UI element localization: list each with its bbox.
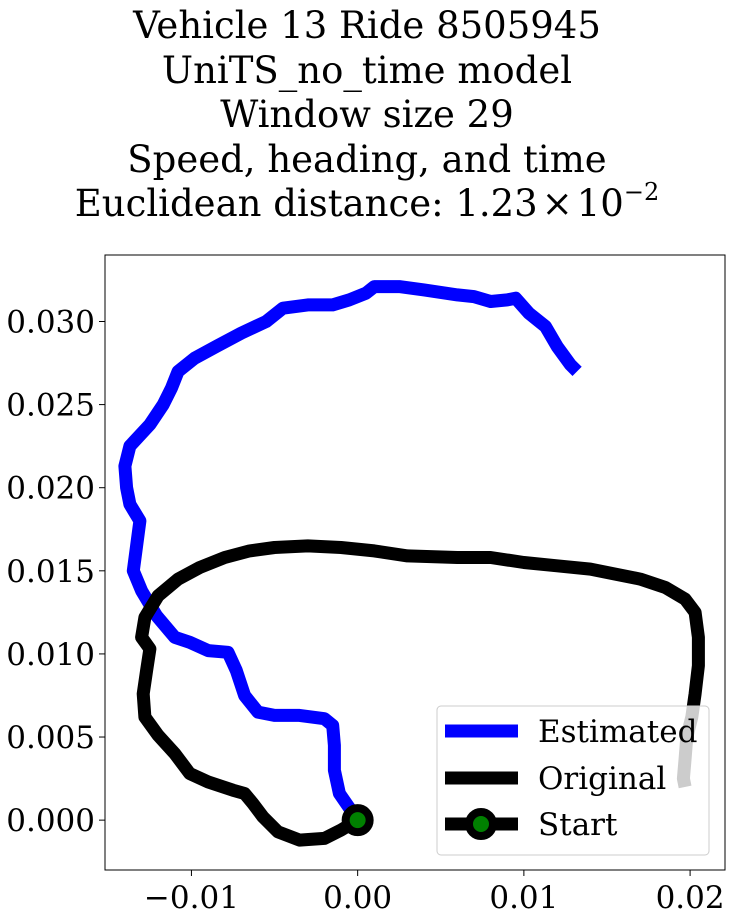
y-tick-label: 0.000 — [6, 803, 95, 839]
title-line-1: Vehicle 13 Ride 8505945 — [133, 4, 601, 47]
legend-label-start: Start — [538, 807, 618, 843]
y-tick-label: 0.010 — [6, 637, 95, 673]
legend-marker-start — [465, 808, 497, 840]
x-tick-label: −0.01 — [144, 880, 239, 916]
chart-title: Vehicle 13 Ride 8505945 UniTS_no_time mo… — [0, 4, 734, 227]
x-tick-label: 0.02 — [656, 880, 725, 916]
y-tick-label: 0.020 — [6, 471, 95, 507]
title-distance-exponent: −2 — [623, 178, 660, 206]
x-tick-label: 0.00 — [323, 880, 392, 916]
title-distance-mantissa: 1.23 — [455, 182, 538, 225]
y-tick-label: 0.030 — [6, 304, 95, 340]
title-line-3: Window size 29 — [220, 93, 514, 136]
plot-frame — [104, 254, 726, 871]
legend-label-estimated: Estimated — [538, 714, 697, 750]
title-line-4: Speed, heading, and time — [127, 137, 607, 181]
y-tick-label: 0.015 — [6, 554, 95, 590]
start-marker — [341, 804, 374, 837]
y-tick-label: 0.005 — [6, 720, 95, 756]
title-distance-prefix: Euclidean distance: — [74, 182, 456, 225]
y-tick-label: 0.025 — [6, 388, 95, 424]
title-line-5: Euclidean distance: 1.23 × 10−2 — [0, 180, 734, 227]
title-line-2: UniTS_no_time model — [161, 48, 573, 92]
legend-label-original: Original — [538, 761, 666, 797]
series-line-original — [135, 539, 705, 847]
title-times-sign: × — [541, 182, 573, 225]
series-line-estimated — [118, 280, 582, 824]
title-distance-base: 10 — [576, 182, 624, 225]
x-tick-label: 0.01 — [489, 880, 558, 916]
